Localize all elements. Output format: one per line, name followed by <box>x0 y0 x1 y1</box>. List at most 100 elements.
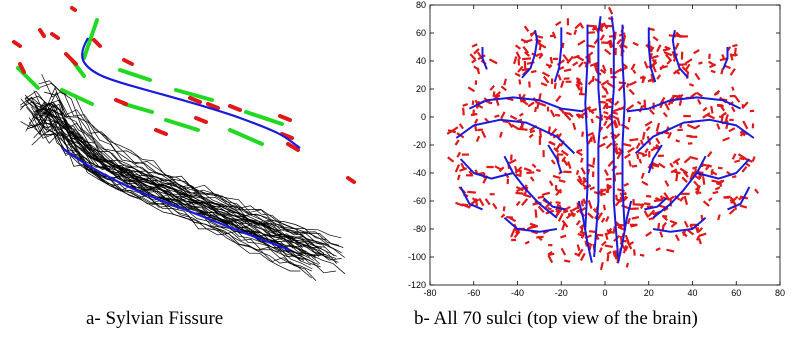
green-segment <box>164 118 200 132</box>
red-sample-point <box>540 82 548 87</box>
red-sample-point <box>575 219 581 226</box>
red-sample-point <box>581 131 584 137</box>
red-sample-point <box>622 142 632 147</box>
red-sample-point <box>609 67 613 75</box>
red-sample-point <box>578 61 584 68</box>
y-tick-label: 40 <box>416 56 426 66</box>
red-segment <box>64 52 78 66</box>
red-sample-point <box>706 150 713 158</box>
mean-sulcus-blue-curves <box>61 37 301 252</box>
red-sample-point <box>530 225 538 229</box>
red-sample-point <box>615 221 623 229</box>
sulcus-curve <box>621 24 626 230</box>
red-sample-point <box>632 41 639 47</box>
x-tick-label: -60 <box>467 288 480 298</box>
red-sample-point <box>622 245 628 254</box>
sulcus-instance-curve <box>24 98 339 263</box>
red-sample-point <box>457 174 461 181</box>
red-sample-point <box>655 137 661 145</box>
red-sample-point <box>603 120 608 127</box>
red-sample-point <box>547 255 554 264</box>
red-sample-point <box>567 161 572 169</box>
red-sample-point <box>675 31 682 38</box>
red-sample-point <box>541 71 550 78</box>
sulcus-instance-curve <box>41 101 342 239</box>
red-sample-point <box>671 50 676 59</box>
red-sample-point <box>553 82 557 89</box>
red-sample-point <box>657 162 666 169</box>
red-sample-point <box>702 112 711 119</box>
x-tick-label: -20 <box>555 288 568 298</box>
red-sample-point <box>662 111 668 118</box>
red-sample-point <box>683 220 689 228</box>
red-sample-point <box>499 131 503 138</box>
red-sample-point <box>458 123 464 130</box>
red-sample-point <box>706 113 715 120</box>
red-segment <box>38 28 46 38</box>
red-sample-point <box>555 188 562 197</box>
red-sample-point <box>576 77 580 84</box>
red-sample-point <box>589 186 596 191</box>
red-sample-point <box>515 191 524 195</box>
red-sample-point <box>628 88 635 96</box>
red-sample-point <box>659 195 664 202</box>
red-sample-point <box>572 54 580 60</box>
red-sample-point <box>716 123 721 130</box>
red-sample-point <box>524 51 531 57</box>
red-sample-point <box>729 53 734 61</box>
red-sample-point <box>498 166 505 173</box>
red-sample-point <box>616 150 623 160</box>
red-sample-point <box>666 58 673 65</box>
green-segment <box>244 110 284 126</box>
red-sample-point <box>667 97 674 106</box>
green-segment <box>16 66 40 90</box>
red-sample-point <box>643 210 650 219</box>
red-sample-point <box>577 39 586 46</box>
red-sample-point <box>728 127 736 133</box>
red-sample-point <box>462 107 465 116</box>
red-sample-point <box>515 200 521 207</box>
red-segment <box>346 176 356 184</box>
red-sample-point <box>555 113 561 117</box>
red-sample-point <box>571 206 578 212</box>
red-sample-point <box>692 166 698 170</box>
red-sample-point <box>675 173 679 182</box>
red-sample-point <box>650 145 659 152</box>
red-sample-point <box>574 252 581 257</box>
red-sample-point <box>605 215 610 223</box>
red-sample-point <box>626 83 630 88</box>
red-sample-point <box>729 68 736 76</box>
red-sample-point <box>675 139 681 143</box>
red-sample-point <box>639 203 645 210</box>
red-sample-point <box>522 57 531 61</box>
red-sample-point <box>488 58 498 65</box>
red-sample-point <box>599 262 604 271</box>
red-sample-point <box>693 49 700 55</box>
red-sample-point <box>742 120 749 130</box>
red-sample-point <box>694 174 701 181</box>
red-segment <box>12 40 22 48</box>
green-segment <box>174 88 214 102</box>
red-sample-point <box>478 197 485 207</box>
red-sample-point <box>500 85 507 92</box>
red-sample-point <box>587 163 595 168</box>
red-sample-point <box>575 150 583 157</box>
red-sample-point <box>684 63 691 71</box>
red-sample-point <box>576 244 581 251</box>
red-sample-point <box>592 157 596 166</box>
red-sample-point <box>612 250 616 257</box>
red-sample-point <box>615 146 619 153</box>
red-sample-point <box>652 36 659 42</box>
red-segment <box>280 132 294 140</box>
red-sample-point <box>601 240 607 247</box>
red-sample-point <box>696 235 701 241</box>
x-tick-label: 20 <box>644 288 654 298</box>
red-sample-point <box>536 235 544 239</box>
red-sample-point <box>576 178 584 186</box>
red-sample-point <box>584 240 588 247</box>
sulcus-curve <box>455 118 576 155</box>
red-sample-point <box>734 159 741 164</box>
red-sample-point <box>556 59 565 66</box>
red-sample-point <box>592 27 599 31</box>
sulcus-curve <box>553 27 563 83</box>
